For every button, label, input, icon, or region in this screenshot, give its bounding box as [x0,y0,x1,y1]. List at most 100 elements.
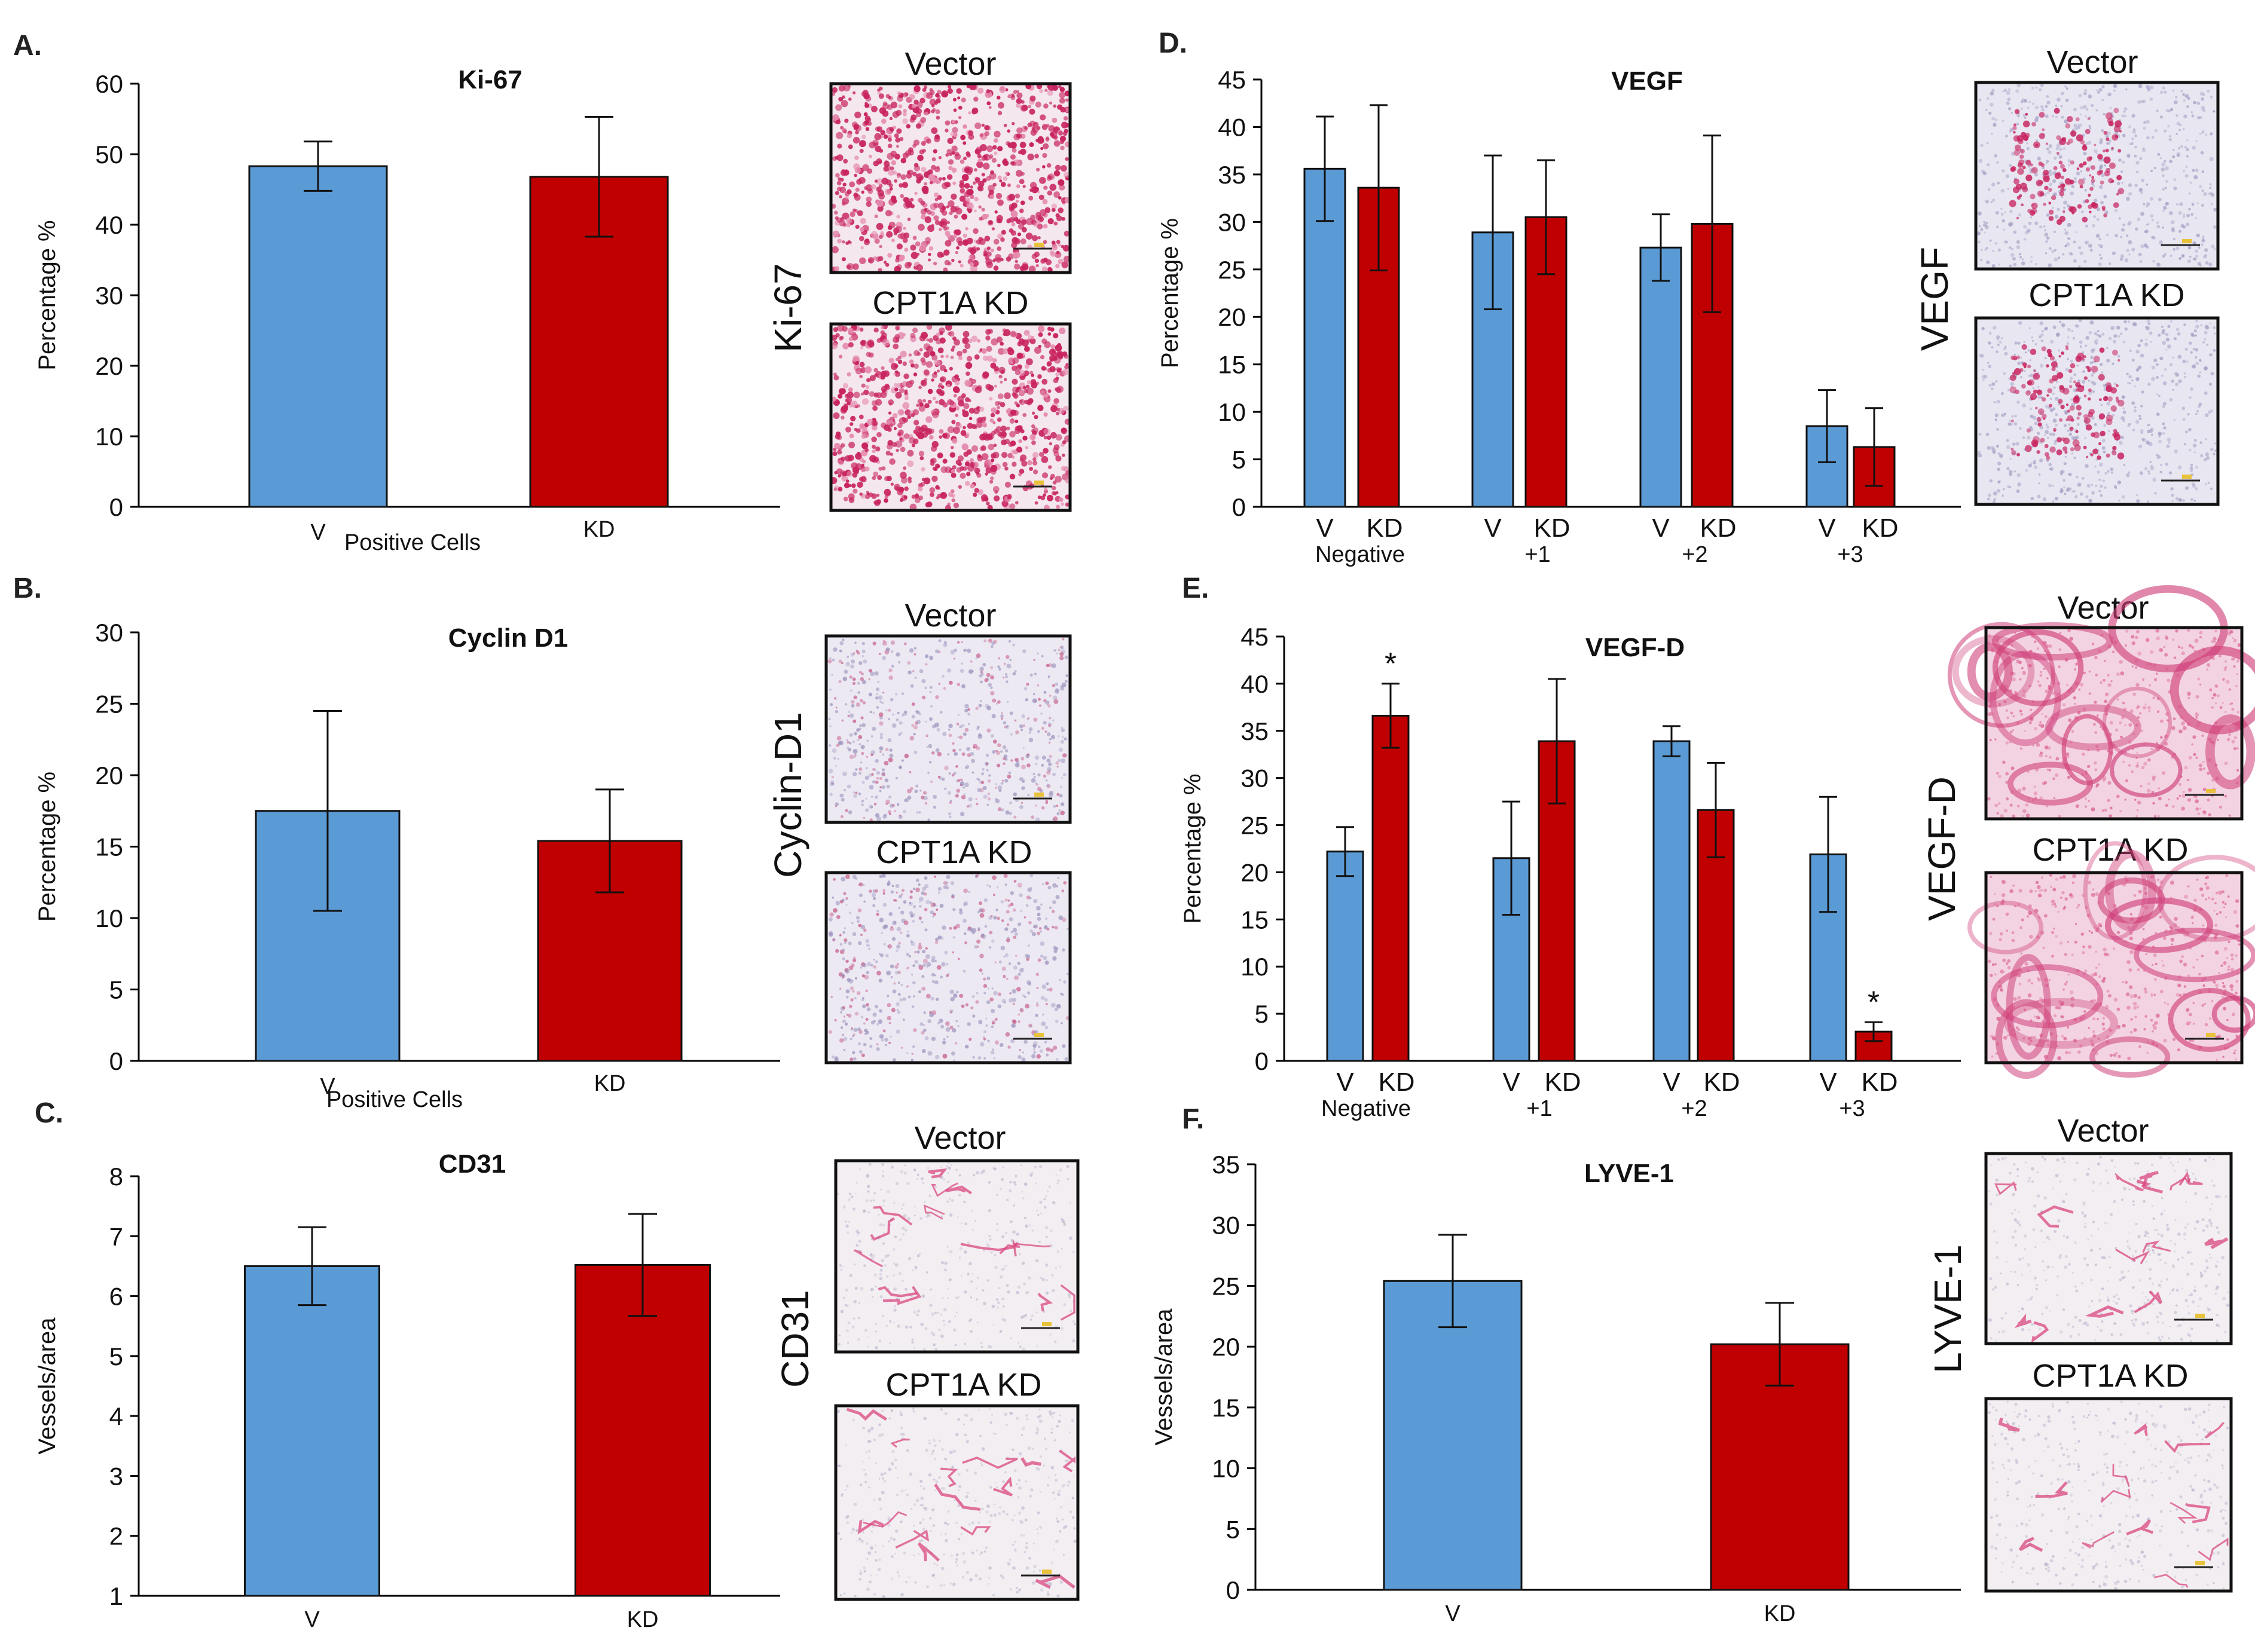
cell-dot [875,758,879,763]
stained-nucleus [1031,186,1038,194]
stain-patch [2033,141,2040,149]
stained-nucleus [852,355,860,363]
cell-dot [879,776,882,781]
stained-nucleus [1000,182,1006,187]
stained-nucleus [900,472,907,479]
stained-nucleus [1032,427,1039,433]
cell-dot [2143,203,2146,206]
cell-dot [997,916,1000,920]
cell-dot [986,1504,990,1509]
stained-nucleus [962,141,967,145]
cell-dot [1013,792,1018,797]
stained-nucleus [962,409,965,413]
stained-nucleus [1025,384,1030,389]
cell-dot [999,1506,1001,1509]
stained-nucleus [939,429,944,434]
cell-dot [832,659,835,662]
cell-dot [996,1228,998,1231]
cell-dot [2175,114,2178,117]
cell-dot [922,950,926,954]
stained-nucleus [897,423,903,429]
cell-dot [957,683,961,687]
cell-dot [934,940,939,944]
cell-dot [905,1581,908,1583]
cell-dot [833,908,838,913]
cell-dot [1005,1032,1010,1037]
cell-dot [889,1342,891,1345]
cell-dot [912,1554,915,1556]
stained-nucleus [871,436,877,442]
stain-patch [2045,142,2048,145]
cell-dot [1053,1439,1056,1442]
cell-dot [884,761,889,766]
cell-dot [861,1518,864,1521]
cell-dot [2073,108,2077,112]
cell-dot [949,1451,953,1454]
cell-dot [866,755,869,758]
cell-dot [876,971,881,976]
cell-dot [1013,1180,1016,1184]
stained-nucleus [1031,436,1035,440]
cell-dot [1025,1414,1028,1417]
cell-dot [840,1011,842,1014]
stained-nucleus [1016,446,1023,453]
vessel-stain [895,1529,930,1549]
cell-dot [875,696,879,700]
cell-dot [862,1209,866,1213]
cell-dot [909,1472,913,1476]
cell-dot [969,1418,973,1422]
cell-dot [955,765,958,768]
cell-dot [1019,893,1023,898]
cell-dot [1003,873,1008,879]
stained-nucleus [911,443,915,448]
stained-nucleus [903,417,909,423]
cell-dot [2061,116,2064,119]
cell-dot [1000,717,1003,720]
cell-dot [2170,255,2172,257]
stained-nucleus [1004,378,1007,381]
stained-nucleus [897,91,901,95]
stained-nucleus [881,366,885,370]
cell-dot [882,1170,884,1173]
cell-dot [899,895,902,898]
cell-dot [848,978,854,984]
stained-nucleus [1032,121,1039,128]
cell-dot [884,1038,888,1042]
stained-nucleus [879,336,884,341]
cell-dot [1061,776,1064,779]
stained-nucleus [840,126,844,130]
cell-dot [897,981,900,984]
cell-dot [1040,1276,1043,1280]
stained-nucleus [924,182,928,186]
stained-nucleus [1059,497,1064,502]
stained-nucleus [921,380,926,386]
cell-dot [1061,758,1066,763]
cell-dot [990,1251,993,1254]
stained-nucleus [889,458,896,465]
cell-dot [2126,154,2131,158]
cell-dot [896,1008,899,1011]
cell-dot [1047,676,1050,678]
stained-nucleus [975,180,979,184]
stained-nucleus [912,143,916,148]
stained-nucleus [939,228,942,231]
cell-dot [961,1222,963,1224]
cell-dot [1017,962,1020,965]
cell-dot [2135,227,2138,231]
stained-nucleus [873,256,877,261]
cell-dot [858,882,863,887]
cell-dot [1073,1527,1076,1530]
cell-dot [857,1317,860,1320]
cell-dot [891,641,894,644]
cell-dot [2048,182,2052,186]
stain-patch [2078,178,2085,185]
cell-dot [2143,243,2148,247]
cell-dot [852,772,857,776]
cell-dot [934,980,939,985]
cell-dot [845,969,850,974]
stained-nucleus [842,326,848,332]
cell-dot [2162,209,2165,212]
stained-nucleus [925,138,931,144]
cell-dot [879,917,884,923]
cell-dot [889,1320,892,1323]
